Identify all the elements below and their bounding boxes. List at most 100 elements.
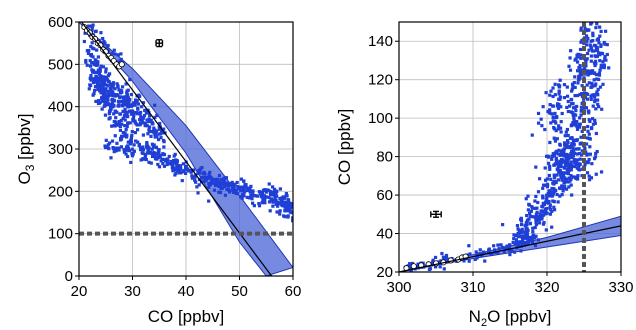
scatter-point <box>558 97 562 101</box>
scatter-point <box>531 236 535 240</box>
scatter-point <box>567 104 572 108</box>
scatter-point <box>242 189 246 193</box>
scatter-point <box>577 74 581 79</box>
scatter-point <box>120 103 124 107</box>
scatter-point <box>229 182 233 186</box>
scatter-point <box>89 64 93 68</box>
scatter-point <box>94 59 98 63</box>
scatter-point <box>118 112 122 116</box>
scatter-point <box>204 176 208 180</box>
scatter-point <box>159 128 164 132</box>
scatter-point <box>278 209 282 213</box>
scatter-point <box>141 133 146 137</box>
scatter-point <box>591 117 595 121</box>
scatter-point <box>590 22 594 25</box>
scatter-point <box>82 39 86 44</box>
scatter-point <box>555 149 559 153</box>
scatter-point <box>512 237 516 241</box>
right-plot-frame <box>398 21 622 273</box>
scatter-point <box>558 126 563 130</box>
scatter-point <box>174 171 178 175</box>
scatter-point <box>549 121 553 125</box>
scatter-point <box>243 182 247 187</box>
scatter-point <box>607 66 611 70</box>
scatter-point <box>289 206 293 210</box>
scatter-point <box>462 259 466 263</box>
scatter-point <box>410 261 415 266</box>
scatter-point <box>225 181 229 185</box>
scatter-point <box>219 178 223 182</box>
scatter-point <box>105 76 109 80</box>
scatter-point <box>136 106 140 110</box>
scatter-point <box>571 153 575 157</box>
scatter-point <box>528 214 532 218</box>
scatter-point <box>559 105 563 109</box>
scatter-point <box>236 192 240 196</box>
scatter-point <box>585 171 590 175</box>
scatter-point <box>131 116 136 121</box>
scatter-point <box>543 166 547 170</box>
scatter-point <box>112 146 116 151</box>
scatter-point <box>248 189 252 193</box>
scatter-point <box>151 122 155 126</box>
scatter-point <box>528 221 532 225</box>
scatter-point <box>114 123 118 127</box>
scatter-point <box>125 91 129 95</box>
scatter-point <box>565 85 569 89</box>
scatter-point <box>130 109 135 113</box>
scatter-point <box>508 252 512 257</box>
scatter-point <box>112 112 116 116</box>
scatter-point <box>138 118 142 122</box>
scatter-point <box>594 131 598 136</box>
scatter-point <box>575 69 580 73</box>
scatter-point <box>565 168 569 172</box>
scatter-point <box>91 77 95 81</box>
scatter-point <box>442 256 447 260</box>
scatter-point <box>559 175 564 180</box>
scatter-point <box>241 187 245 191</box>
scatter-point <box>602 65 606 70</box>
scatter-point <box>119 118 123 122</box>
scatter-point <box>99 64 103 68</box>
scatter-point <box>95 84 100 88</box>
scatter-point <box>597 71 602 75</box>
scatter-point <box>594 73 598 77</box>
scatter-point <box>116 123 120 127</box>
scatter-point <box>585 153 589 157</box>
scatter-point <box>587 132 591 136</box>
scatter-point <box>117 104 121 108</box>
scatter-point <box>106 43 110 48</box>
scatter-point <box>123 124 127 128</box>
scatter-point <box>475 255 480 259</box>
scatter-point <box>138 123 142 127</box>
scatter-point <box>287 205 291 209</box>
scatter-point <box>194 180 198 184</box>
scatter-point <box>563 176 567 180</box>
scatter-point <box>252 204 256 208</box>
scatter-point <box>198 171 202 175</box>
scatter-point <box>562 141 567 145</box>
scatter-point <box>579 109 583 113</box>
scatter-point <box>513 250 517 254</box>
scatter-point <box>122 134 127 138</box>
scatter-point <box>138 94 142 99</box>
scatter-point <box>129 140 134 144</box>
scatter-point <box>590 162 594 166</box>
y-tick-label: 120 <box>368 72 393 89</box>
scatter-point <box>125 99 129 103</box>
scatter-point <box>256 194 260 198</box>
scatter-point <box>143 124 147 128</box>
scatter-point <box>90 61 94 65</box>
scatter-point <box>160 157 165 161</box>
scatter-point <box>100 107 104 111</box>
scatter-point <box>538 212 542 216</box>
scatter-point <box>575 60 580 64</box>
scatter-point <box>183 167 188 172</box>
scatter-point <box>561 152 565 156</box>
scatter-point <box>101 99 105 103</box>
scatter-point <box>551 199 555 203</box>
scatter-point <box>119 145 124 149</box>
scatter-point <box>559 130 563 134</box>
scatter-point <box>154 132 158 136</box>
scatter-point <box>585 69 589 73</box>
